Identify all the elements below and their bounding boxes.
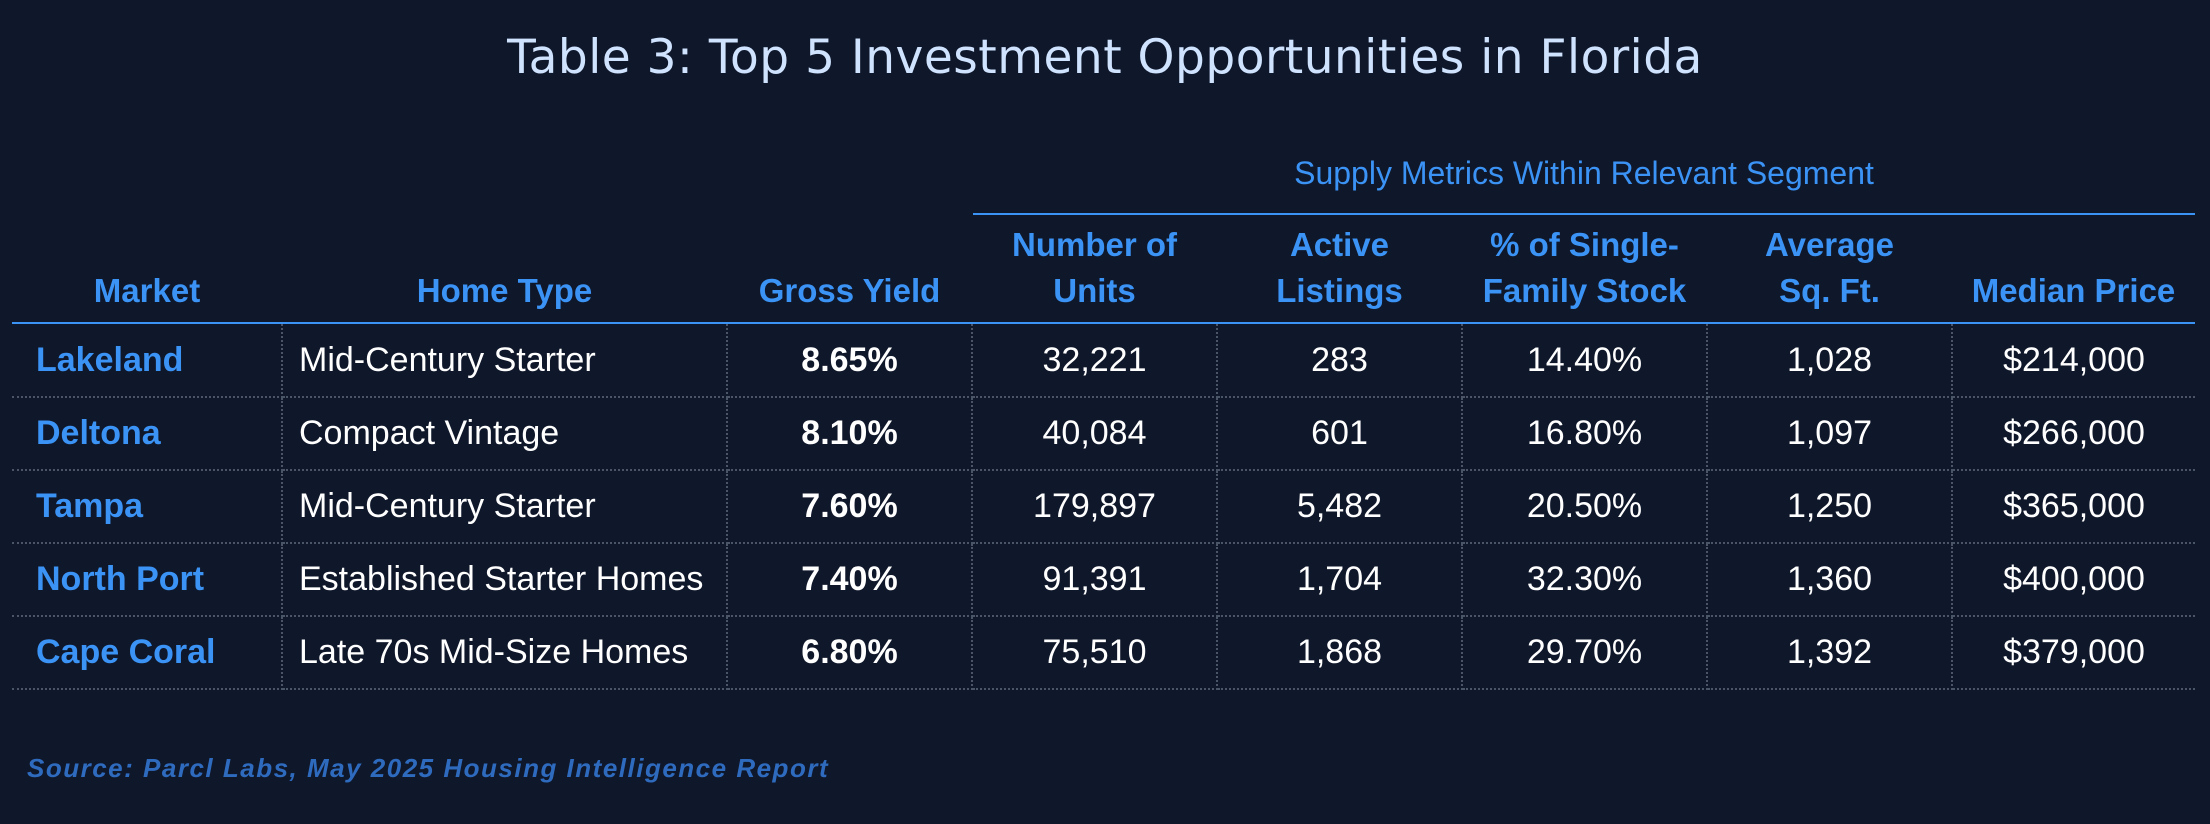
cell-gross-yield: 7.40% — [727, 543, 973, 617]
cell-home-type: Established Starter Homes — [282, 543, 728, 617]
cell-listings: 283 — [1217, 324, 1463, 398]
cell-home-type: Late 70s Mid-Size Homes — [282, 616, 728, 690]
cell-units: 40,084 — [972, 397, 1218, 471]
cell-gross-yield: 6.80% — [727, 616, 973, 690]
investment-table: Lakeland Mid-Century Starter 8.65% 32,22… — [12, 324, 2195, 690]
column-header-median-price: Median Price — [1971, 272, 2176, 309]
group-header-rule — [973, 213, 2195, 215]
cell-home-type: Mid-Century Starter — [282, 324, 728, 398]
column-header-number-of-units: Number of Units — [1012, 226, 1177, 309]
cell-gross-yield: 8.10% — [727, 397, 973, 471]
group-header-supply-metrics: Supply Metrics Within Relevant Segment — [1294, 155, 1874, 191]
column-header-average-sq-ft: Average Sq. Ft. — [1764, 226, 1895, 309]
cell-listings: 5,482 — [1217, 470, 1463, 544]
cell-units: 179,897 — [972, 470, 1218, 544]
cell-median-price: $365,000 — [1952, 470, 2195, 544]
cell-listings: 1,704 — [1217, 543, 1463, 617]
column-header-home-type: Home Type — [416, 272, 593, 309]
cell-sqft: 1,392 — [1707, 616, 1953, 690]
column-header-single-family-stock: % of Single- Family Stock — [1482, 226, 1687, 309]
cell-units: 91,391 — [972, 543, 1218, 617]
cell-market: Lakeland — [12, 324, 283, 398]
cell-gross-yield: 8.65% — [727, 324, 973, 398]
cell-home-type: Compact Vintage — [282, 397, 728, 471]
cell-market: Cape Coral — [12, 616, 283, 690]
cell-market: North Port — [12, 543, 283, 617]
cell-median-price: $379,000 — [1952, 616, 2195, 690]
cell-home-type: Mid-Century Starter — [282, 470, 728, 544]
cell-sqft: 1,028 — [1707, 324, 1953, 398]
header-rule — [12, 322, 2195, 324]
cell-median-price: $266,000 — [1952, 397, 2195, 471]
table-row: Tampa Mid-Century Starter 7.60% 179,897 … — [12, 470, 2195, 544]
cell-sqft: 1,360 — [1707, 543, 1953, 617]
table-row: North Port Established Starter Homes 7.4… — [12, 543, 2195, 617]
table-title: Table 3: Top 5 Investment Opportunities … — [507, 30, 1703, 85]
column-header-gross-yield: Gross Yield — [758, 272, 941, 309]
cell-sf-stock: 32.30% — [1462, 543, 1708, 617]
cell-sf-stock: 20.50% — [1462, 470, 1708, 544]
cell-sf-stock: 16.80% — [1462, 397, 1708, 471]
source-note: Source: Parcl Labs, May 2025 Housing Int… — [27, 753, 830, 783]
cell-sf-stock: 14.40% — [1462, 324, 1708, 398]
cell-sf-stock: 29.70% — [1462, 616, 1708, 690]
cell-median-price: $400,000 — [1952, 543, 2195, 617]
table-row: Cape Coral Late 70s Mid-Size Homes 6.80%… — [12, 616, 2195, 690]
table-row: Lakeland Mid-Century Starter 8.65% 32,22… — [12, 324, 2195, 398]
cell-listings: 601 — [1217, 397, 1463, 471]
cell-gross-yield: 7.60% — [727, 470, 973, 544]
cell-units: 32,221 — [972, 324, 1218, 398]
cell-sqft: 1,250 — [1707, 470, 1953, 544]
column-header-market: Market — [93, 272, 201, 309]
cell-units: 75,510 — [972, 616, 1218, 690]
cell-listings: 1,868 — [1217, 616, 1463, 690]
column-header-active-listings: Active Listings — [1276, 226, 1403, 309]
cell-median-price: $214,000 — [1952, 324, 2195, 398]
table-row: Deltona Compact Vintage 8.10% 40,084 601… — [12, 397, 2195, 471]
cell-market: Deltona — [12, 397, 283, 471]
cell-sqft: 1,097 — [1707, 397, 1953, 471]
cell-market: Tampa — [12, 470, 283, 544]
